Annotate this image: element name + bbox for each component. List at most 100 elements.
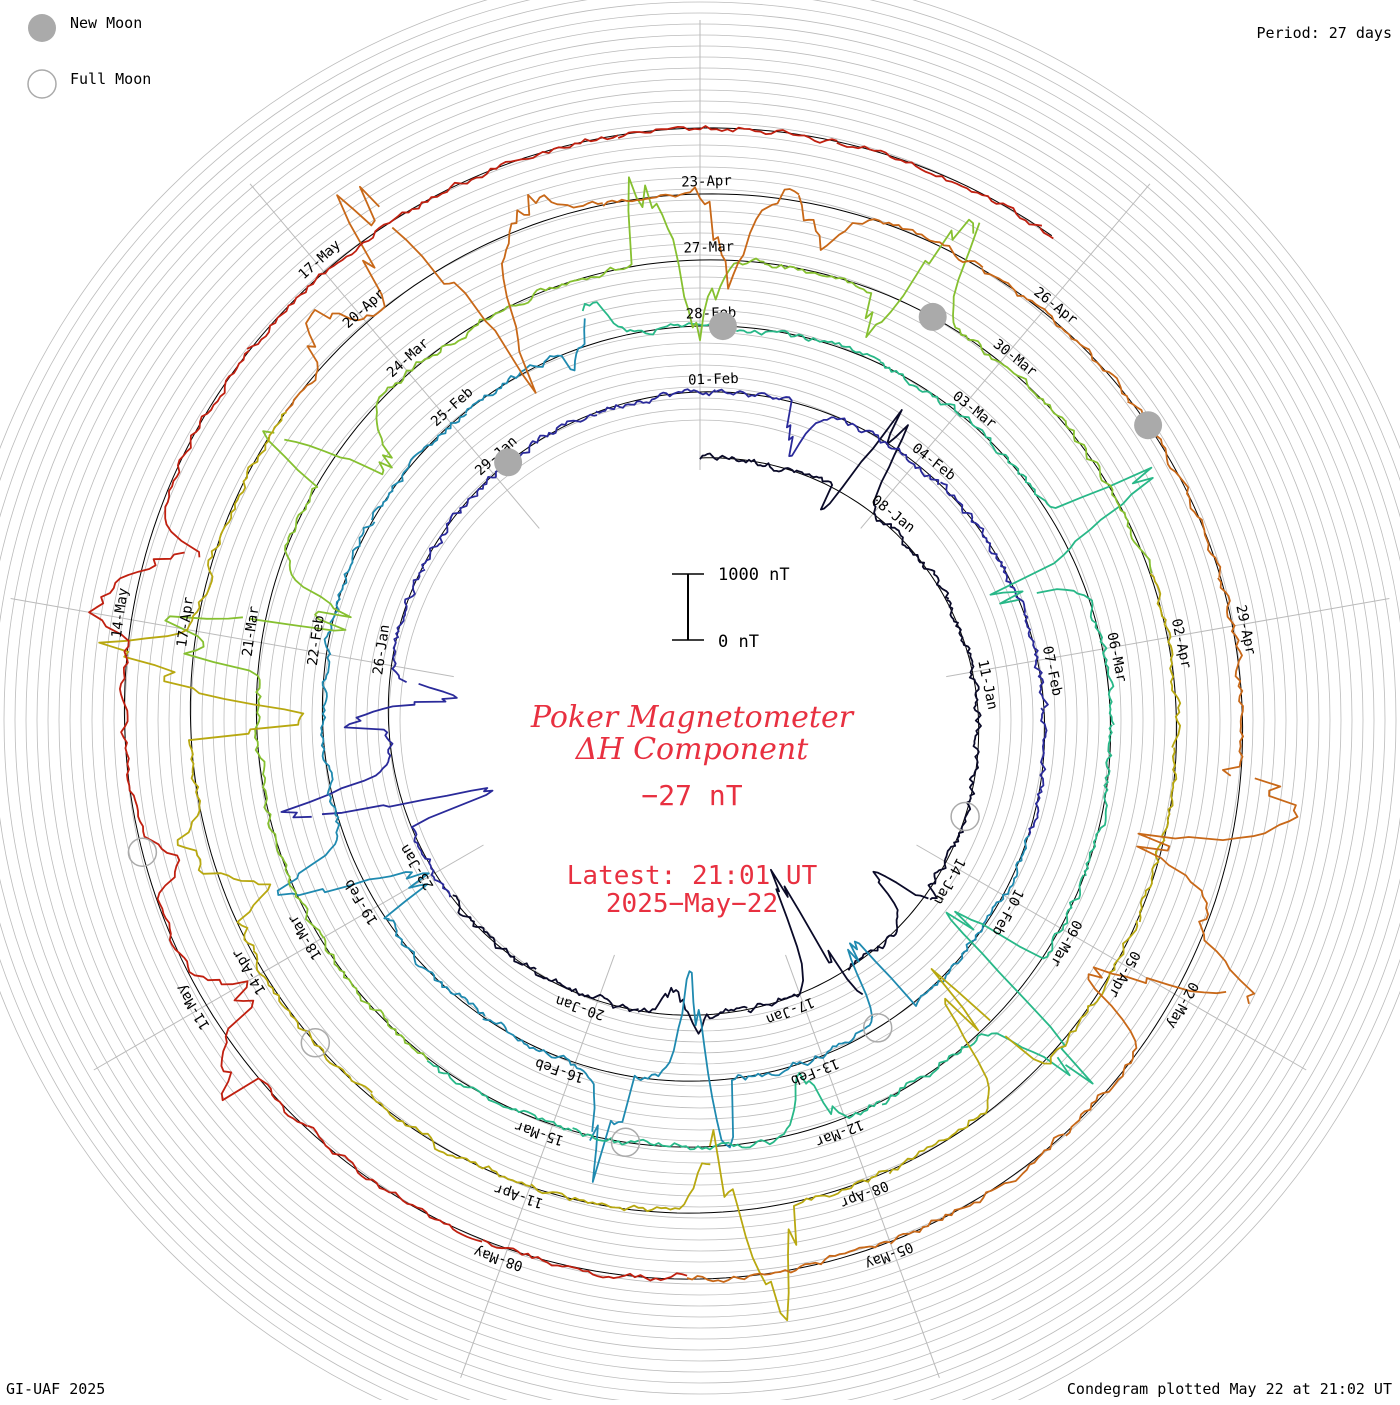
grid-ring xyxy=(0,12,1400,1405)
date-tick-label: 23-Apr xyxy=(681,173,732,191)
h-component-trace-segment xyxy=(441,276,596,348)
h-component-trace-segment xyxy=(1028,707,1048,836)
h-component-trace-segment xyxy=(637,986,748,1035)
h-component-trace-segment xyxy=(946,598,980,698)
h-component-trace-segment xyxy=(989,452,1154,605)
new-moon-marker xyxy=(918,302,947,331)
h-component-trace-segment xyxy=(594,176,765,342)
h-component-trace-segment xyxy=(797,195,984,269)
date-tick-label: 15-Mar xyxy=(513,1117,566,1148)
h-component-trace-segment xyxy=(1217,577,1244,777)
new-moon-marker xyxy=(708,312,737,341)
new-moon-legend-icon xyxy=(28,14,56,42)
h-component-trace-segment xyxy=(589,970,742,1183)
h-component-trace-segment xyxy=(126,753,185,958)
h-component-trace-segment xyxy=(714,388,835,458)
date-tick-label: 08-Apr xyxy=(838,1177,891,1211)
scale-bar-top-label: 1000 nT xyxy=(718,565,790,585)
scale-bar-bottom-label: 0 nT xyxy=(718,632,759,652)
h-component-trace-segment xyxy=(1036,588,1115,726)
h-component-trace-segment xyxy=(426,1060,573,1132)
date-tick-label: 05-May xyxy=(863,1238,916,1272)
h-component-trace-segment xyxy=(1064,420,1153,574)
new-moon-legend-label: New Moon xyxy=(70,14,142,32)
h-component-trace-segment xyxy=(747,868,864,1014)
h-component-trace-segment xyxy=(249,430,352,632)
h-component-trace-segment xyxy=(602,186,800,290)
h-component-trace-segment xyxy=(847,870,929,971)
h-component-trace-segment xyxy=(881,1032,1071,1106)
h-component-trace-segment xyxy=(879,360,998,454)
h-component-trace-segment xyxy=(968,697,982,802)
full-moon-marker xyxy=(950,801,980,832)
h-component-trace-segment xyxy=(699,452,798,474)
full-moon-marker xyxy=(300,1028,331,1058)
date-tick-label: 13-Feb xyxy=(788,1055,841,1089)
h-component-trace-segment xyxy=(1149,573,1182,748)
h-component-trace-segment xyxy=(276,793,430,920)
date-tick-label: 17-Apr xyxy=(174,596,197,648)
spoke-layer xyxy=(10,20,1390,1378)
h-component-trace-segment xyxy=(1136,777,1299,1005)
h-component-trace-segment xyxy=(533,970,639,1013)
footer-credit: GI-UAF 2025 xyxy=(6,1380,105,1398)
h-component-trace-segment xyxy=(391,193,603,394)
date-tick-label: 01-Feb xyxy=(688,371,739,389)
date-tick-label: 21-Mar xyxy=(240,605,263,657)
date-tick-label: 12-Mar xyxy=(813,1116,866,1150)
h-component-trace-segment xyxy=(391,568,426,684)
h-component-trace-segment xyxy=(280,682,458,819)
current-value: −27 nT xyxy=(641,779,742,812)
h-component-trace-segment xyxy=(307,1125,483,1243)
h-component-trace-segment xyxy=(729,1072,881,1149)
h-component-trace-segment xyxy=(595,388,716,414)
h-component-trace-segment xyxy=(617,125,838,144)
latest-date: 2025−May−22 xyxy=(606,889,778,919)
h-component-trace-segment xyxy=(1004,920,1139,1065)
date-tick-label: 26-Jan xyxy=(370,624,393,676)
date-tick-label: 14-May xyxy=(109,587,132,639)
h-component-trace-segment xyxy=(763,218,975,339)
h-component-trace-segment xyxy=(246,207,414,350)
h-component-trace-segment xyxy=(881,521,950,600)
h-component-trace-segment xyxy=(836,141,1043,227)
chart-title-line1: Poker Magnetometer xyxy=(530,700,855,735)
h-component-trace-segment xyxy=(740,1028,865,1081)
h-component-trace-segment xyxy=(464,318,586,414)
day-spoke xyxy=(916,844,1307,1071)
h-component-trace-segment xyxy=(736,329,881,362)
h-component-trace-segment xyxy=(371,413,468,521)
h-component-trace-segment xyxy=(182,956,308,1128)
h-component-trace-segment xyxy=(888,968,991,1175)
h-component-trace-segment xyxy=(686,1241,891,1283)
h-component-trace-segment xyxy=(834,417,940,485)
chart-title-line2: ΔH Component xyxy=(575,732,809,767)
h-component-trace-segment xyxy=(847,940,969,1030)
h-component-trace-segment xyxy=(323,936,429,1061)
date-tick-label: 11-Apr xyxy=(492,1180,545,1211)
h-component-trace-segment xyxy=(98,585,305,774)
day-spoke xyxy=(785,954,940,1378)
day-spoke xyxy=(249,183,540,529)
day-spoke xyxy=(860,183,1151,529)
h-component-trace-segment xyxy=(164,349,250,558)
h-component-trace-segment xyxy=(1138,747,1178,923)
h-component-trace-segment xyxy=(452,894,537,970)
moon-layer xyxy=(127,302,1163,1158)
h-component-trace-segment xyxy=(945,874,1094,1085)
date-tick-label: 17-Jan xyxy=(764,993,817,1027)
footer-plot-time: Condegram plotted May 22 at 21:02 UT xyxy=(1067,1380,1392,1398)
h-component-trace-segment xyxy=(797,409,909,524)
h-component-trace-segment xyxy=(530,1162,711,1212)
h-component-trace-segment xyxy=(965,834,1030,951)
h-component-trace-segment xyxy=(88,551,185,754)
h-component-trace-segment xyxy=(387,919,486,1017)
date-tick-label: 02-May xyxy=(1163,979,1201,1031)
h-component-trace-segment xyxy=(320,654,334,795)
day-spoke xyxy=(93,844,484,1071)
h-component-trace-segment xyxy=(952,222,1066,422)
day-spoke xyxy=(10,597,454,678)
